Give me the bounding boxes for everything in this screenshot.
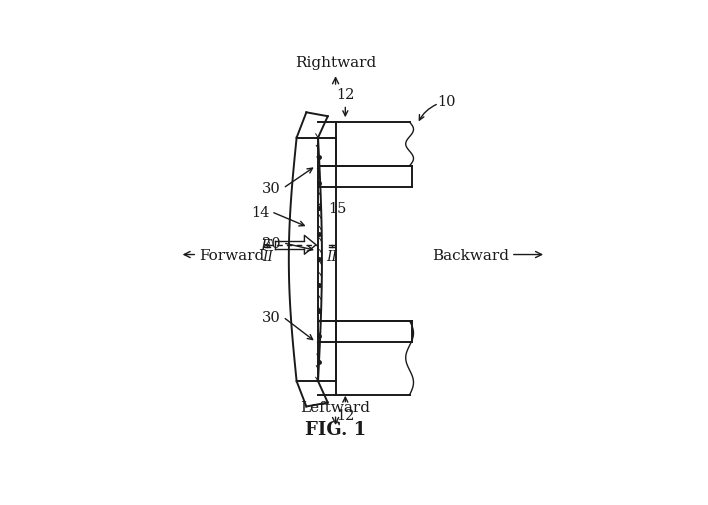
Text: F: F: [261, 238, 271, 252]
Text: Forward: Forward: [199, 248, 265, 262]
Text: II: II: [262, 249, 273, 263]
Text: Leftward: Leftward: [301, 400, 370, 415]
Text: Rightward: Rightward: [295, 57, 376, 70]
Text: 14: 14: [251, 205, 269, 219]
Text: 30: 30: [262, 310, 281, 324]
Text: II: II: [326, 249, 337, 263]
Text: Backward: Backward: [432, 248, 509, 262]
Text: 10: 10: [437, 94, 455, 109]
Text: FIG. 1: FIG. 1: [305, 421, 366, 438]
Text: 20: 20: [263, 236, 281, 250]
Text: 12: 12: [336, 87, 355, 102]
Text: 12: 12: [336, 409, 355, 423]
Text: 30: 30: [262, 182, 281, 196]
Text: 15: 15: [329, 201, 347, 215]
